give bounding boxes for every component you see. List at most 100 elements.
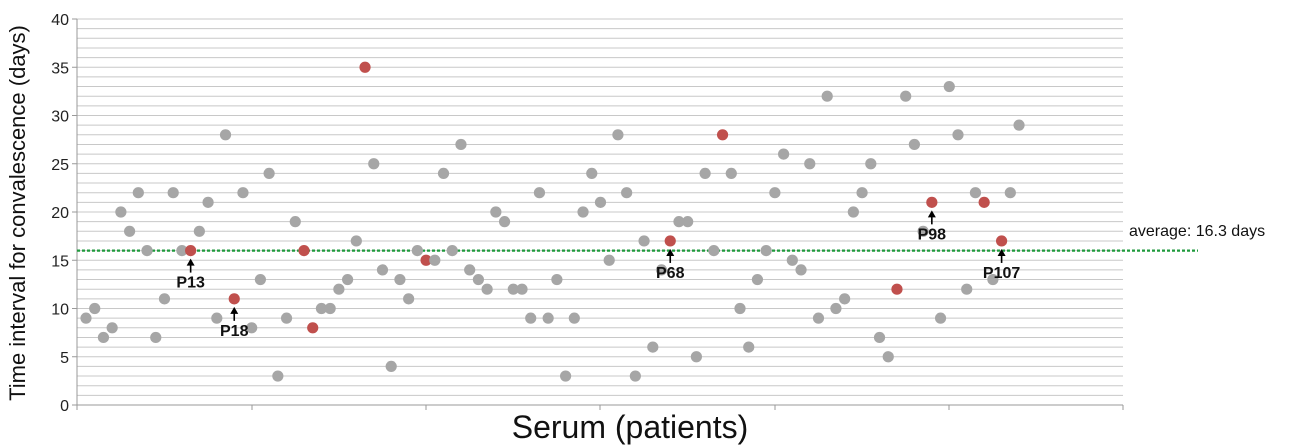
- data-point: [97, 331, 110, 344]
- highlighted-point: [298, 245, 310, 257]
- data-point: [560, 370, 572, 382]
- data-point: [115, 206, 127, 218]
- y-tick-label: 20: [51, 205, 69, 222]
- y-tick-label: 15: [51, 253, 69, 270]
- annotation-arrowhead: [997, 248, 1006, 256]
- x-axis-title: Serum (patients): [512, 409, 749, 445]
- data-point: [89, 302, 101, 315]
- data-point: [917, 225, 929, 237]
- data-point: [743, 341, 755, 353]
- data-point: [934, 312, 947, 324]
- data-point: [429, 254, 441, 266]
- data-point: [812, 312, 825, 324]
- data-point: [551, 273, 563, 286]
- highlighted-point: [996, 235, 1008, 247]
- highlighted-point: [978, 196, 990, 208]
- y-tick-label: 35: [51, 60, 69, 77]
- data-point: [141, 245, 153, 257]
- highlighted-point: [664, 235, 676, 247]
- data-point: [394, 273, 406, 286]
- data-point: [507, 283, 519, 295]
- data-point: [106, 322, 118, 334]
- data-point: [437, 167, 450, 179]
- data-point: [158, 293, 171, 305]
- annotation-arrowhead: [230, 306, 239, 314]
- data-point: [839, 293, 851, 305]
- annotation-arrowhead: [186, 258, 195, 266]
- data-point: [612, 129, 624, 141]
- data-point: [778, 148, 790, 160]
- data-point: [472, 273, 484, 286]
- y-axis-title: Time interval for convalescence (days): [5, 25, 30, 401]
- data-point: [350, 235, 362, 247]
- data-point: [289, 216, 301, 228]
- data-point: [969, 187, 982, 199]
- data-point: [594, 196, 607, 208]
- data-point: [193, 225, 205, 237]
- data-point: [542, 312, 554, 324]
- annotation-arrowhead: [666, 248, 675, 256]
- data-point: [577, 206, 589, 218]
- annotation-arrowhead: [927, 210, 936, 218]
- data-point: [1013, 119, 1025, 131]
- data-point: [629, 370, 641, 382]
- annotation-label: P107: [983, 265, 1020, 282]
- data-point: [498, 216, 511, 228]
- average-line-group: average: 16.3 days: [77, 223, 1265, 252]
- data-point: [900, 90, 912, 102]
- data-point: [525, 312, 537, 324]
- data-point: [533, 187, 546, 199]
- data-point: [655, 264, 668, 276]
- highlighted-point: [716, 129, 729, 141]
- data-point: [734, 302, 746, 315]
- data-point: [342, 273, 354, 286]
- data-point: [246, 322, 258, 334]
- data-point: [882, 351, 894, 363]
- average-label: average: 16.3 days: [1129, 223, 1265, 240]
- data-point: [821, 90, 833, 102]
- data-point: [795, 264, 807, 276]
- y-tick-label: 25: [51, 157, 69, 174]
- data-point: [403, 293, 415, 305]
- patient-annotations: P13 P18 P68 P98 P107: [176, 210, 1020, 340]
- y-tick-label: 0: [60, 398, 69, 415]
- data-point: [219, 129, 232, 141]
- data-point: [237, 187, 249, 199]
- data-point: [699, 167, 711, 179]
- data-point: [987, 273, 999, 286]
- data-point: [830, 302, 842, 315]
- data-point: [568, 312, 580, 324]
- data-point: [708, 245, 720, 257]
- data-point: [490, 206, 502, 218]
- annotation-label: P18: [220, 323, 249, 340]
- highlighted-point: [926, 196, 938, 208]
- data-point: [211, 312, 223, 324]
- data-point: [856, 187, 868, 199]
- gridlines: [77, 18, 1123, 396]
- data-point: [690, 351, 703, 363]
- data-point: [124, 225, 136, 237]
- data-point: [621, 187, 633, 199]
- data-point: [603, 254, 615, 266]
- highlighted-point: [228, 293, 240, 305]
- annotation-label: P13: [176, 275, 205, 292]
- data-point: [481, 283, 493, 295]
- data-point: [760, 245, 772, 257]
- data-point: [263, 167, 275, 179]
- data-point: [943, 80, 955, 93]
- highlighted-point: [185, 245, 197, 257]
- highlighted-point: [359, 61, 371, 73]
- data-point: [638, 235, 650, 247]
- data-point: [167, 187, 179, 199]
- axes: 0 5 10 15 20 25 30 35 40: [51, 12, 1124, 415]
- data-point: [673, 216, 685, 228]
- data-point: [786, 254, 798, 266]
- data-point: [769, 187, 781, 199]
- data-point: [952, 129, 964, 141]
- data-point: [280, 312, 293, 324]
- annotation-label: P68: [656, 265, 685, 282]
- data-point: [455, 138, 467, 151]
- data-point: [804, 158, 816, 170]
- y-tick-label: 5: [60, 350, 69, 367]
- data-point: [376, 264, 389, 276]
